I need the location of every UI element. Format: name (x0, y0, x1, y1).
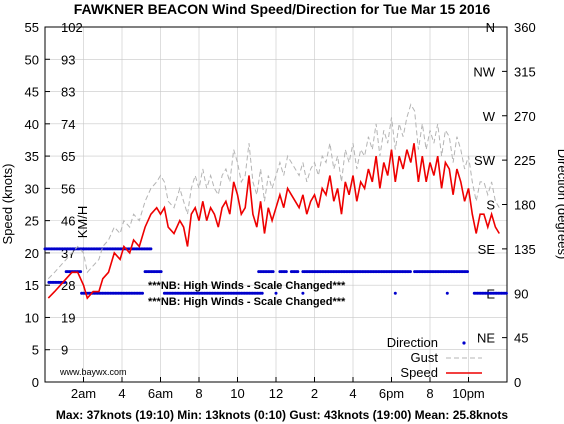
y-tick-label: 50 (25, 52, 39, 67)
direction-point (141, 291, 144, 295)
x-tick-label: 2 (311, 386, 318, 401)
speed-series-line (47, 143, 500, 300)
y-tick-label: 0 (32, 375, 39, 390)
kmh-tick-label: 9 (61, 343, 68, 358)
y-tick-label: 20 (25, 246, 39, 261)
direction-point (284, 270, 288, 274)
compass-labels: NEESESSWWNWN (473, 20, 495, 346)
kmh-tick-label: 74 (61, 117, 75, 132)
direction-axis-ticks: 0 45 90 135 180 225 270 315 360 (502, 20, 536, 390)
direction-point (504, 291, 508, 295)
direction-point (408, 270, 412, 274)
y2-tick-label: 270 (514, 109, 536, 124)
legend-label: Gust (411, 350, 439, 365)
kmh-axis-label: KM/H (75, 206, 90, 239)
x-axis-ticks: 2am 4 6am 8 10 12 2 4 6pm 8 10pm (71, 377, 485, 401)
y-tick-label: 5 (32, 343, 39, 358)
compass-label: S (486, 198, 495, 213)
y-tick-label: 10 (25, 310, 39, 325)
stats-footer: Max: 37knots (19:10) Min: 13knots (0:10)… (56, 408, 508, 422)
y-tick-label: 55 (25, 20, 39, 35)
direction-point (149, 247, 153, 251)
x-tick-label: 10pm (452, 386, 485, 401)
direction-point (274, 291, 278, 295)
direction-point (466, 270, 469, 274)
y-axis-ticks: 0 5 10 15 20 25 30 35 40 45 50 55 (25, 20, 50, 390)
kmh-tick-label: 46 (61, 214, 75, 229)
x-tick-label: 6pm (379, 386, 404, 401)
kmh-tick-label: 28 (61, 278, 75, 293)
scale-notice-1: ***NB: High Winds - Scale Changed*** (148, 280, 346, 292)
y2-tick-label: 225 (514, 153, 536, 168)
compass-label: W (483, 109, 496, 124)
legend-label: Direction (387, 335, 438, 350)
y2-tick-label: 0 (514, 375, 521, 390)
legend-direction-swatch (462, 341, 466, 345)
legend-label: Speed (400, 365, 438, 380)
x-tick-label: 10 (230, 386, 244, 401)
compass-label: N (486, 20, 495, 35)
y2-tick-label: 90 (514, 286, 528, 301)
y-tick-label: 35 (25, 149, 39, 164)
kmh-tick-label: 19 (61, 310, 75, 325)
y2-axis-label: Direction (degrees) (555, 149, 564, 260)
direction-point (445, 291, 449, 295)
y2-tick-label: 45 (514, 331, 528, 346)
y2-tick-label: 135 (514, 242, 536, 257)
compass-label: NW (473, 64, 495, 79)
kmh-tick-label: 65 (61, 149, 75, 164)
y2-tick-label: 360 (514, 20, 536, 35)
chart-title: FAWKNER BEACON Wind Speed/Direction for … (74, 1, 491, 17)
direction-point (159, 270, 163, 274)
x-tick-label: 4 (118, 386, 125, 401)
scale-notice-2: ***NB: High Winds - Scale Changed*** (148, 296, 346, 308)
y-tick-label: 25 (25, 214, 39, 229)
y-tick-label: 45 (25, 85, 39, 100)
kmh-tick-label: 102 (61, 20, 83, 35)
direction-point (393, 291, 397, 295)
kmh-tick-label: 93 (61, 52, 75, 67)
kmh-tick-label: 83 (61, 85, 75, 100)
direction-point (79, 270, 83, 274)
y2-tick-label: 315 (514, 64, 536, 79)
y-tick-label: 15 (25, 278, 39, 293)
direction-point (296, 270, 300, 274)
x-tick-label: 4 (349, 386, 356, 401)
compass-label: SW (474, 153, 496, 168)
y-axis-label: Speed (knots) (0, 164, 15, 245)
y-tick-label: 40 (25, 117, 39, 132)
direction-point (301, 291, 305, 295)
x-tick-label: 8 (195, 386, 202, 401)
gridlines (45, 27, 507, 382)
watermark: www.baywx.com (59, 367, 127, 377)
compass-label: NE (477, 331, 495, 346)
compass-label: SE (478, 242, 496, 257)
y-tick-label: 30 (25, 181, 39, 196)
x-tick-label: 6am (148, 386, 173, 401)
y2-tick-label: 180 (514, 198, 536, 213)
x-tick-label: 2am (71, 386, 96, 401)
direction-point (260, 291, 264, 295)
gust-series-line (47, 103, 500, 280)
kmh-tick-label: 56 (61, 181, 75, 196)
direction-point (271, 270, 275, 274)
x-tick-label: 12 (269, 386, 283, 401)
x-tick-label: 8 (426, 386, 433, 401)
